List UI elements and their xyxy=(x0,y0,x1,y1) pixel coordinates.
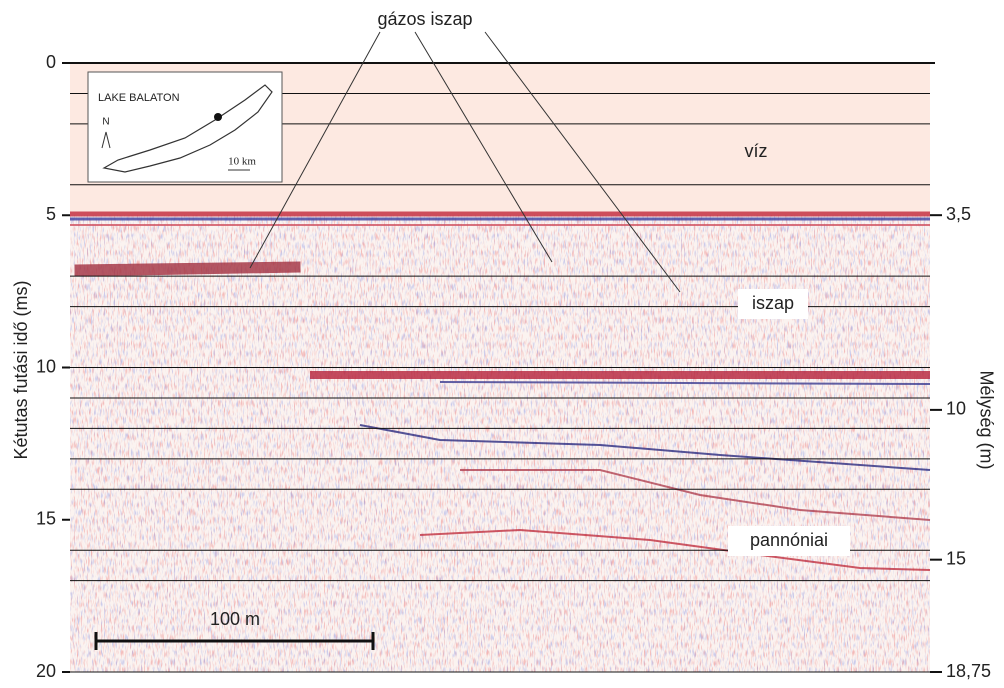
y2-tick-label: 15 xyxy=(946,548,966,568)
y-tick-label: 0 xyxy=(46,52,56,72)
inset-scale-label: 10 km xyxy=(228,156,256,168)
y2-tick-label: 3,5 xyxy=(946,204,971,224)
y-tick-label: 20 xyxy=(36,661,56,681)
y-axis-label: Kétutas futási idő (ms) xyxy=(11,280,31,459)
y2-tick-label: 10 xyxy=(946,399,966,419)
noise-blue xyxy=(70,215,930,672)
y-tick-label: 5 xyxy=(46,204,56,224)
inset-title: LAKE BALATON xyxy=(98,92,180,104)
scale-bar-label: 100 m xyxy=(210,609,260,629)
chart: Kétutas futási idő (ms) Mélység (m) 0 5 10… xyxy=(0,0,1004,683)
inset-north: N xyxy=(102,117,109,128)
y-tick-label: 15 xyxy=(36,509,56,529)
y2-tick-label: 18,75 xyxy=(946,661,991,681)
site-marker xyxy=(214,113,222,121)
annotation: víz xyxy=(744,141,767,161)
y2-axis-label: Mélység (m) xyxy=(976,370,996,469)
annotation: gázos iszap xyxy=(377,9,472,29)
y-tick-label: 10 xyxy=(36,356,56,376)
annotation: iszap xyxy=(752,293,794,313)
annotation: pannóniai xyxy=(750,530,828,550)
